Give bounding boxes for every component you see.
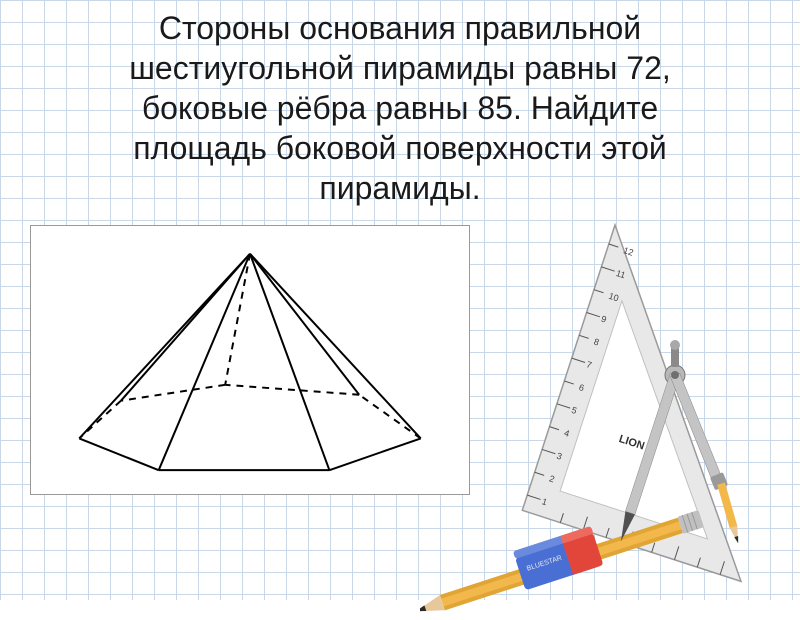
problem-statement: Стороны основания правильной шестиугольн… (0, 0, 800, 208)
pyramid-diagram (31, 226, 469, 494)
pyramid-figure-box (30, 225, 470, 495)
problem-line-3: боковые рёбра равны 85. Найдите (20, 88, 780, 128)
problem-line-1: Стороны основания правильной (20, 8, 780, 48)
eraser-icon: BLUESTAR (513, 526, 604, 590)
drafting-tools: 12 11 10 9 8 7 6 5 4 3 2 1 LION (420, 200, 800, 620)
problem-line-2: шестиугольной пирамиды равны 72, (20, 48, 780, 88)
problem-line-4: площадь боковой поверхности этой (20, 128, 780, 168)
